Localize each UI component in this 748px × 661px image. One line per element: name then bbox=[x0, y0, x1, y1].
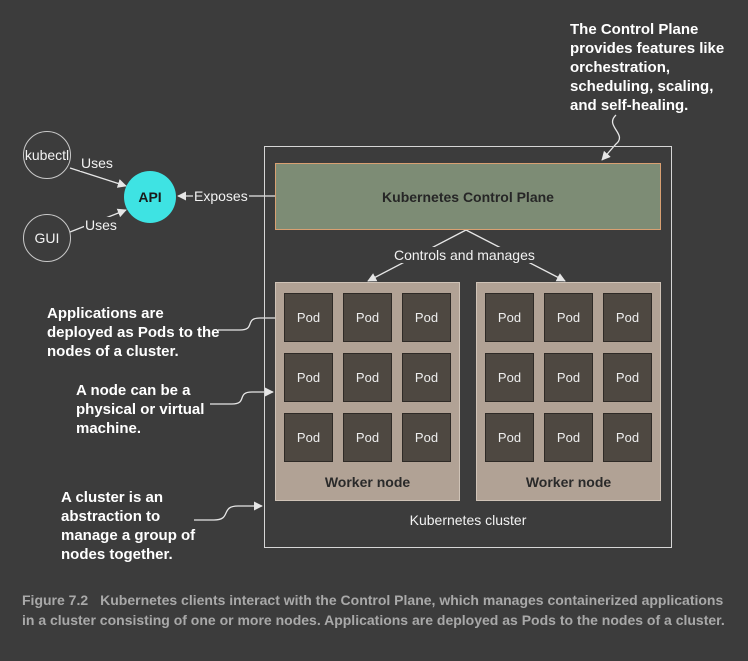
pod: Pod bbox=[544, 353, 593, 402]
pods-note: Applications are deployed as Pods to the… bbox=[47, 305, 220, 360]
cluster-note-pointer bbox=[194, 501, 263, 521]
node-note: A node can be a physical or virtual mach… bbox=[76, 382, 205, 437]
kubectl-client: kubectl bbox=[23, 131, 71, 179]
control-plane-box: Kubernetes Control Plane bbox=[275, 163, 661, 230]
pod: Pod bbox=[343, 413, 392, 462]
pod: Pod bbox=[402, 413, 451, 462]
node-note-pointer bbox=[210, 387, 274, 405]
gui-client: GUI bbox=[23, 214, 71, 262]
pods-note-pointer bbox=[218, 313, 285, 331]
cluster-label: Kubernetes cluster bbox=[409, 512, 527, 528]
figure-caption: Figure 7.2 Kubernetes clients interact wi… bbox=[22, 590, 728, 630]
pod: Pod bbox=[485, 413, 534, 462]
pod: Pod bbox=[402, 353, 451, 402]
worker-node-2: Pod Pod Pod Pod Pod Pod Pod Pod Pod Work… bbox=[476, 282, 661, 501]
kubectl-uses-label: Uses bbox=[80, 155, 114, 171]
pod: Pod bbox=[284, 353, 333, 402]
pod: Pod bbox=[544, 413, 593, 462]
pod: Pod bbox=[603, 293, 652, 342]
cluster-note: A cluster is an abstraction to manage a … bbox=[61, 489, 196, 563]
control-plane-note-pointer bbox=[601, 114, 621, 161]
exposes-label: Exposes bbox=[193, 188, 249, 204]
pod: Pod bbox=[343, 353, 392, 402]
api-node: API bbox=[124, 171, 176, 223]
pod: Pod bbox=[402, 293, 451, 342]
pod: Pod bbox=[603, 353, 652, 402]
figure-number: Figure 7.2 bbox=[22, 592, 89, 608]
controls-manages-label: Controls and manages bbox=[390, 247, 539, 263]
pod: Pod bbox=[343, 293, 392, 342]
worker-node-label: Worker node bbox=[525, 474, 612, 490]
caption-text: Kubernetes clients interact with the Con… bbox=[22, 592, 725, 628]
gui-uses-label: Uses bbox=[84, 217, 118, 233]
kubernetes-cluster bbox=[264, 146, 672, 548]
pod: Pod bbox=[485, 293, 534, 342]
worker-node-label: Worker node bbox=[324, 474, 411, 490]
pod: Pod bbox=[603, 413, 652, 462]
worker-node-1: Pod Pod Pod Pod Pod Pod Pod Pod Pod Work… bbox=[275, 282, 460, 501]
pod: Pod bbox=[485, 353, 534, 402]
pod: Pod bbox=[284, 293, 333, 342]
kubectl-uses-edge bbox=[69, 167, 127, 188]
pod: Pod bbox=[284, 413, 333, 462]
pod: Pod bbox=[544, 293, 593, 342]
control-plane-note: The Control Plane provides features like… bbox=[570, 21, 725, 114]
